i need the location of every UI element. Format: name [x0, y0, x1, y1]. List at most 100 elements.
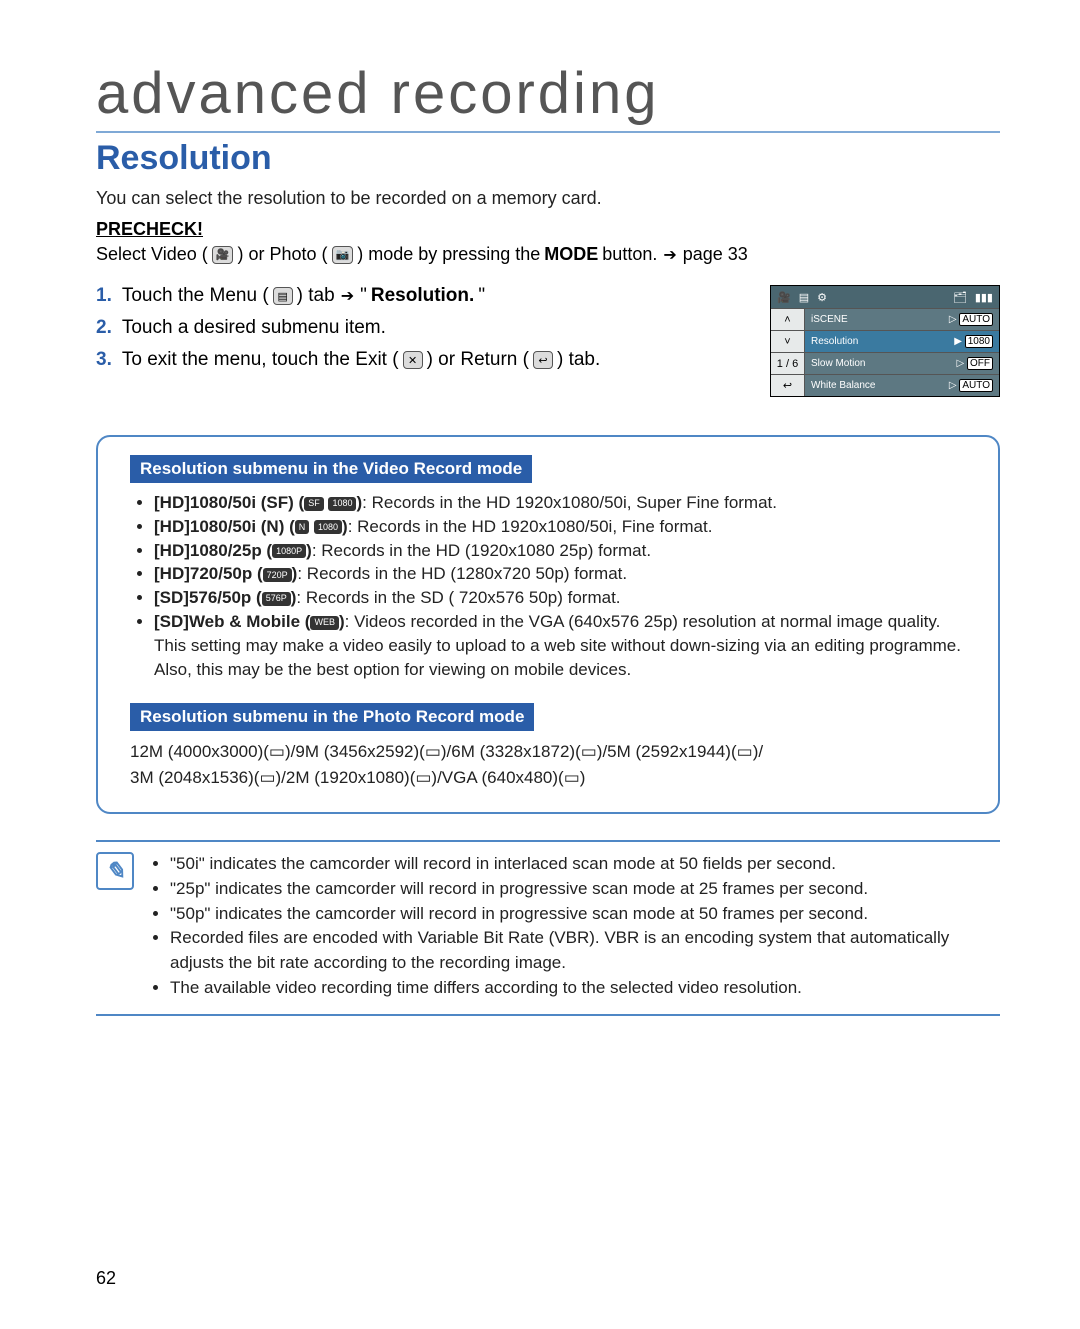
step-text: ) tab.: [557, 349, 600, 371]
item-lead: [SD]576/50p (: [154, 588, 262, 607]
menu-row-label: Slow Motion: [811, 358, 865, 369]
photo-line2: 3M (2048x1536)(▭)/2M (1920x1080)(▭)/VGA …: [130, 765, 976, 791]
step-3: 3. To exit the menu, touch the Exit ( ✕ …: [96, 349, 750, 371]
item-desc: Records in the HD 1920x1080/50i, Fine fo…: [357, 517, 712, 536]
step-text: ": [478, 285, 485, 307]
video-submenu-list: [HD]1080/50i (SF) (SF 1080): Records in …: [130, 491, 976, 681]
back-icon[interactable]: ↩: [771, 374, 805, 396]
res-badge-icon: 1080: [328, 497, 356, 511]
list-item: [HD]1080/50i (N) (N 1080): Records in th…: [154, 515, 976, 539]
list-item: "25p" indicates the camcorder will recor…: [170, 877, 1000, 902]
photo-line1: 12M (4000x3000)(▭)/9M (3456x2592)(▭)/6M …: [130, 739, 976, 765]
list-item: "50i" indicates the camcorder will recor…: [170, 852, 1000, 877]
arrow-right-icon: [339, 285, 356, 307]
scroll-down-icon[interactable]: ˅: [771, 330, 805, 352]
video-icon: 🎥: [212, 246, 234, 264]
info-box: Resolution submenu in the Video Record m…: [96, 435, 1000, 814]
list-item: "50p" indicates the camcorder will recor…: [170, 902, 1000, 927]
page-indicator: 1 / 6: [771, 352, 805, 374]
step-bold: Resolution.: [371, 285, 474, 307]
play-icon: ▷: [957, 358, 965, 369]
page-ref: page 33: [683, 244, 748, 265]
precheck-text: Select Video (: [96, 244, 208, 265]
note-list: "50i" indicates the camcorder will recor…: [148, 852, 1000, 1000]
list-item: [HD]1080/25p (1080P): Records in the HD …: [154, 539, 976, 563]
precheck-text: ) or Photo (: [237, 244, 327, 265]
battery-icon: ▮▮▮: [975, 291, 993, 304]
arrow-right-icon: [661, 244, 678, 265]
step-2: 2. Touch a desired submenu item.: [96, 317, 750, 339]
menu-tab-icon: ▤: [799, 291, 809, 304]
menu-row-value: 1080: [965, 335, 993, 348]
note-icon: ✎: [96, 852, 134, 890]
menu-row-value: OFF: [967, 357, 993, 370]
page-number: 62: [96, 1268, 116, 1289]
step-number: 2.: [96, 317, 112, 339]
res-badge-icon: 1080P: [272, 544, 306, 558]
list-item: [HD]720/50p (720P): Records in the HD (1…: [154, 562, 976, 586]
menu-row-whitebalance[interactable]: White Balance ▷ AUTO: [805, 374, 999, 396]
step-text: ) or Return (: [427, 349, 529, 371]
list-item: The available video recording time diffe…: [170, 976, 1000, 1001]
step-number: 3.: [96, 349, 112, 371]
precheck-text: ) mode by pressing the: [357, 244, 540, 265]
menu-row-value: AUTO: [959, 379, 993, 392]
item-desc: Records in the SD ( 720x576 50p) format.: [306, 588, 621, 607]
res-badge-icon: 576P: [262, 592, 291, 606]
list-item: [SD]Web & Mobile (WEB): Videos recorded …: [154, 610, 976, 681]
item-desc: Records in the HD (1920x1080 25p) format…: [321, 541, 651, 560]
menu-row-value: AUTO: [959, 313, 993, 326]
res-badge-icon: 1080: [314, 520, 342, 534]
menu-row-label: Resolution: [811, 336, 858, 347]
item-lead: [SD]Web & Mobile (: [154, 612, 310, 631]
play-icon: ▷: [949, 380, 957, 391]
menu-row-iscene[interactable]: iSCENE ▷ AUTO: [805, 308, 999, 330]
step-1: 1. Touch the Menu ( ▤ ) tab " Resolution…: [96, 285, 750, 307]
step-text: ) tab: [297, 285, 335, 307]
precheck-label: PRECHECK!: [96, 219, 1000, 240]
step-text: To exit the menu, touch the Exit (: [122, 349, 399, 371]
precheck-row: Select Video ( 🎥 ) or Photo ( 📷 ) mode b…: [96, 244, 1000, 265]
menu-row-slowmotion[interactable]: Slow Motion ▷ OFF: [805, 352, 999, 374]
step-text: Touch the Menu (: [122, 285, 269, 307]
item-lead: [HD]1080/25p (: [154, 541, 272, 560]
res-badge-icon: WEB: [310, 616, 339, 630]
menu-row-right: ▷ AUTO: [949, 314, 993, 325]
menu-screenshot: 🎥 ▤ ⚙ 🗂 ▮▮▮ ˄ ˅ 1 / 6 ↩ iSCENE ▷ AUTO Re…: [770, 285, 1000, 397]
play-icon: ▷: [949, 314, 957, 325]
chapter-title: advanced recording: [96, 60, 1000, 133]
menu-row-resolution[interactable]: Resolution ▶ 1080: [805, 330, 999, 352]
list-item: [HD]1080/50i (SF) (SF 1080): Records in …: [154, 491, 976, 515]
section-title: Resolution: [96, 139, 1000, 178]
photo-submenu-heading: Resolution submenu in the Photo Record m…: [130, 703, 534, 731]
step-text: Touch a desired submenu item.: [122, 317, 386, 339]
mode-word: MODE: [544, 244, 598, 265]
scroll-up-icon[interactable]: ˄: [771, 308, 805, 330]
list-item: [SD]576/50p (576P): Records in the SD ( …: [154, 586, 976, 610]
list-item: Recorded files are encoded with Variable…: [170, 926, 1000, 975]
intro-text: You can select the resolution to be reco…: [96, 188, 1000, 209]
photo-icon: 📷: [332, 246, 354, 264]
play-icon: ▶: [954, 336, 962, 347]
item-lead: [HD]720/50p (: [154, 564, 263, 583]
precheck-text: button.: [602, 244, 657, 265]
note-block: ✎ "50i" indicates the camcorder will rec…: [96, 840, 1000, 1016]
item-desc: Records in the HD (1280x720 50p) format.: [307, 564, 627, 583]
steps-list: 1. Touch the Menu ( ▤ ) tab " Resolution…: [96, 285, 750, 381]
menu-row-right: ▷ OFF: [957, 358, 993, 369]
video-mode-icon: 🎥: [777, 291, 791, 304]
ms-top-bar: 🎥 ▤ ⚙ 🗂 ▮▮▮: [771, 286, 999, 308]
n-badge-icon: N: [295, 520, 310, 534]
gear-icon: ⚙: [817, 291, 827, 304]
menu-row-right: ▶ 1080: [954, 336, 993, 347]
menu-row-right: ▷ AUTO: [949, 380, 993, 391]
item-desc: Records in the HD 1920x1080/50i, Super F…: [372, 493, 777, 512]
res-badge-icon: 720P: [263, 568, 292, 582]
menu-icon: ▤: [273, 287, 293, 305]
step-number: 1.: [96, 285, 112, 307]
step-text: ": [360, 285, 367, 307]
menu-row-label: White Balance: [811, 380, 875, 391]
menu-row-label: iSCENE: [811, 314, 848, 325]
card-icon: 🗂: [953, 291, 967, 304]
item-lead: [HD]1080/50i (SF) (: [154, 493, 304, 512]
